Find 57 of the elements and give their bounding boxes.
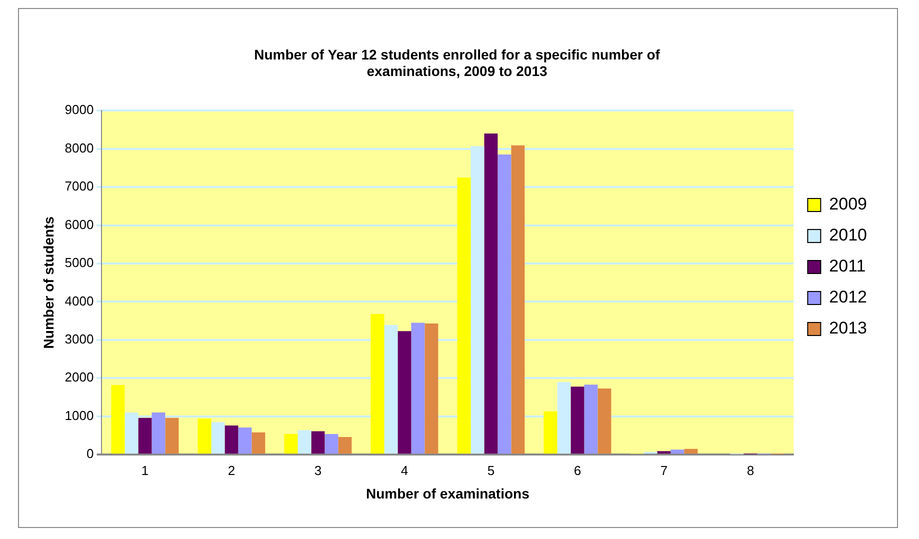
bar [111, 385, 125, 454]
y-tick-label: 5000 [64, 255, 94, 270]
bar [152, 412, 166, 454]
bar [324, 434, 338, 454]
legend-label: 2013 [829, 318, 868, 338]
bar [557, 382, 571, 454]
bar [165, 418, 179, 454]
legend-label: 2012 [829, 288, 868, 307]
x-tick-label: 6 [574, 462, 582, 478]
bar [511, 145, 525, 454]
bar [398, 331, 412, 454]
bar [224, 426, 238, 454]
y-tick-label: 2000 [64, 370, 94, 385]
y-tick-label: 7000 [64, 178, 94, 194]
bar [384, 325, 398, 454]
x-tick-label: 7 [660, 462, 668, 478]
bar [211, 422, 225, 454]
bar [138, 418, 152, 454]
bar [411, 322, 425, 454]
legend-label: 2011 [829, 256, 866, 276]
bar [370, 314, 384, 454]
y-tick-label: 1000 [64, 408, 94, 423]
x-tick-label: 5 [487, 462, 495, 478]
bar [570, 386, 584, 454]
y-tick-label: 3000 [64, 332, 94, 347]
bar [238, 427, 252, 454]
legend-label: 2010 [829, 226, 868, 245]
bar [684, 448, 698, 454]
x-tick-label: 8 [746, 462, 754, 478]
bar [457, 177, 471, 454]
x-tick-label: 4 [400, 462, 408, 478]
bar [198, 418, 212, 454]
bar [311, 431, 325, 454]
bar [657, 451, 671, 454]
bar [498, 154, 512, 454]
bar [584, 384, 598, 454]
y-tick-label: 9000 [64, 102, 94, 118]
legend-label: 2009 [829, 194, 868, 214]
bar [424, 324, 438, 454]
chart-title: Number of Year 12 students enrolled for a specific number of examinations, 2009 to 2013 [254, 46, 660, 80]
y-tick-label: 8000 [64, 140, 94, 156]
bar [252, 432, 266, 454]
bar [670, 450, 684, 454]
y-tick-label: 6000 [64, 216, 94, 232]
x-tick-label: 1 [141, 462, 149, 478]
y-tick-label: 0 [86, 446, 94, 462]
bar [484, 134, 498, 454]
bar [298, 430, 312, 454]
x-tick-label: 3 [314, 462, 322, 478]
y-tick-label: 4000 [64, 293, 94, 308]
y-axis-title: Number of students [40, 216, 56, 349]
bar [598, 388, 612, 454]
bar [284, 434, 298, 454]
x-tick-label: 2 [228, 462, 236, 478]
bar [338, 437, 352, 454]
bar [544, 411, 558, 454]
x-axis-title: Number of examinations [366, 485, 530, 502]
